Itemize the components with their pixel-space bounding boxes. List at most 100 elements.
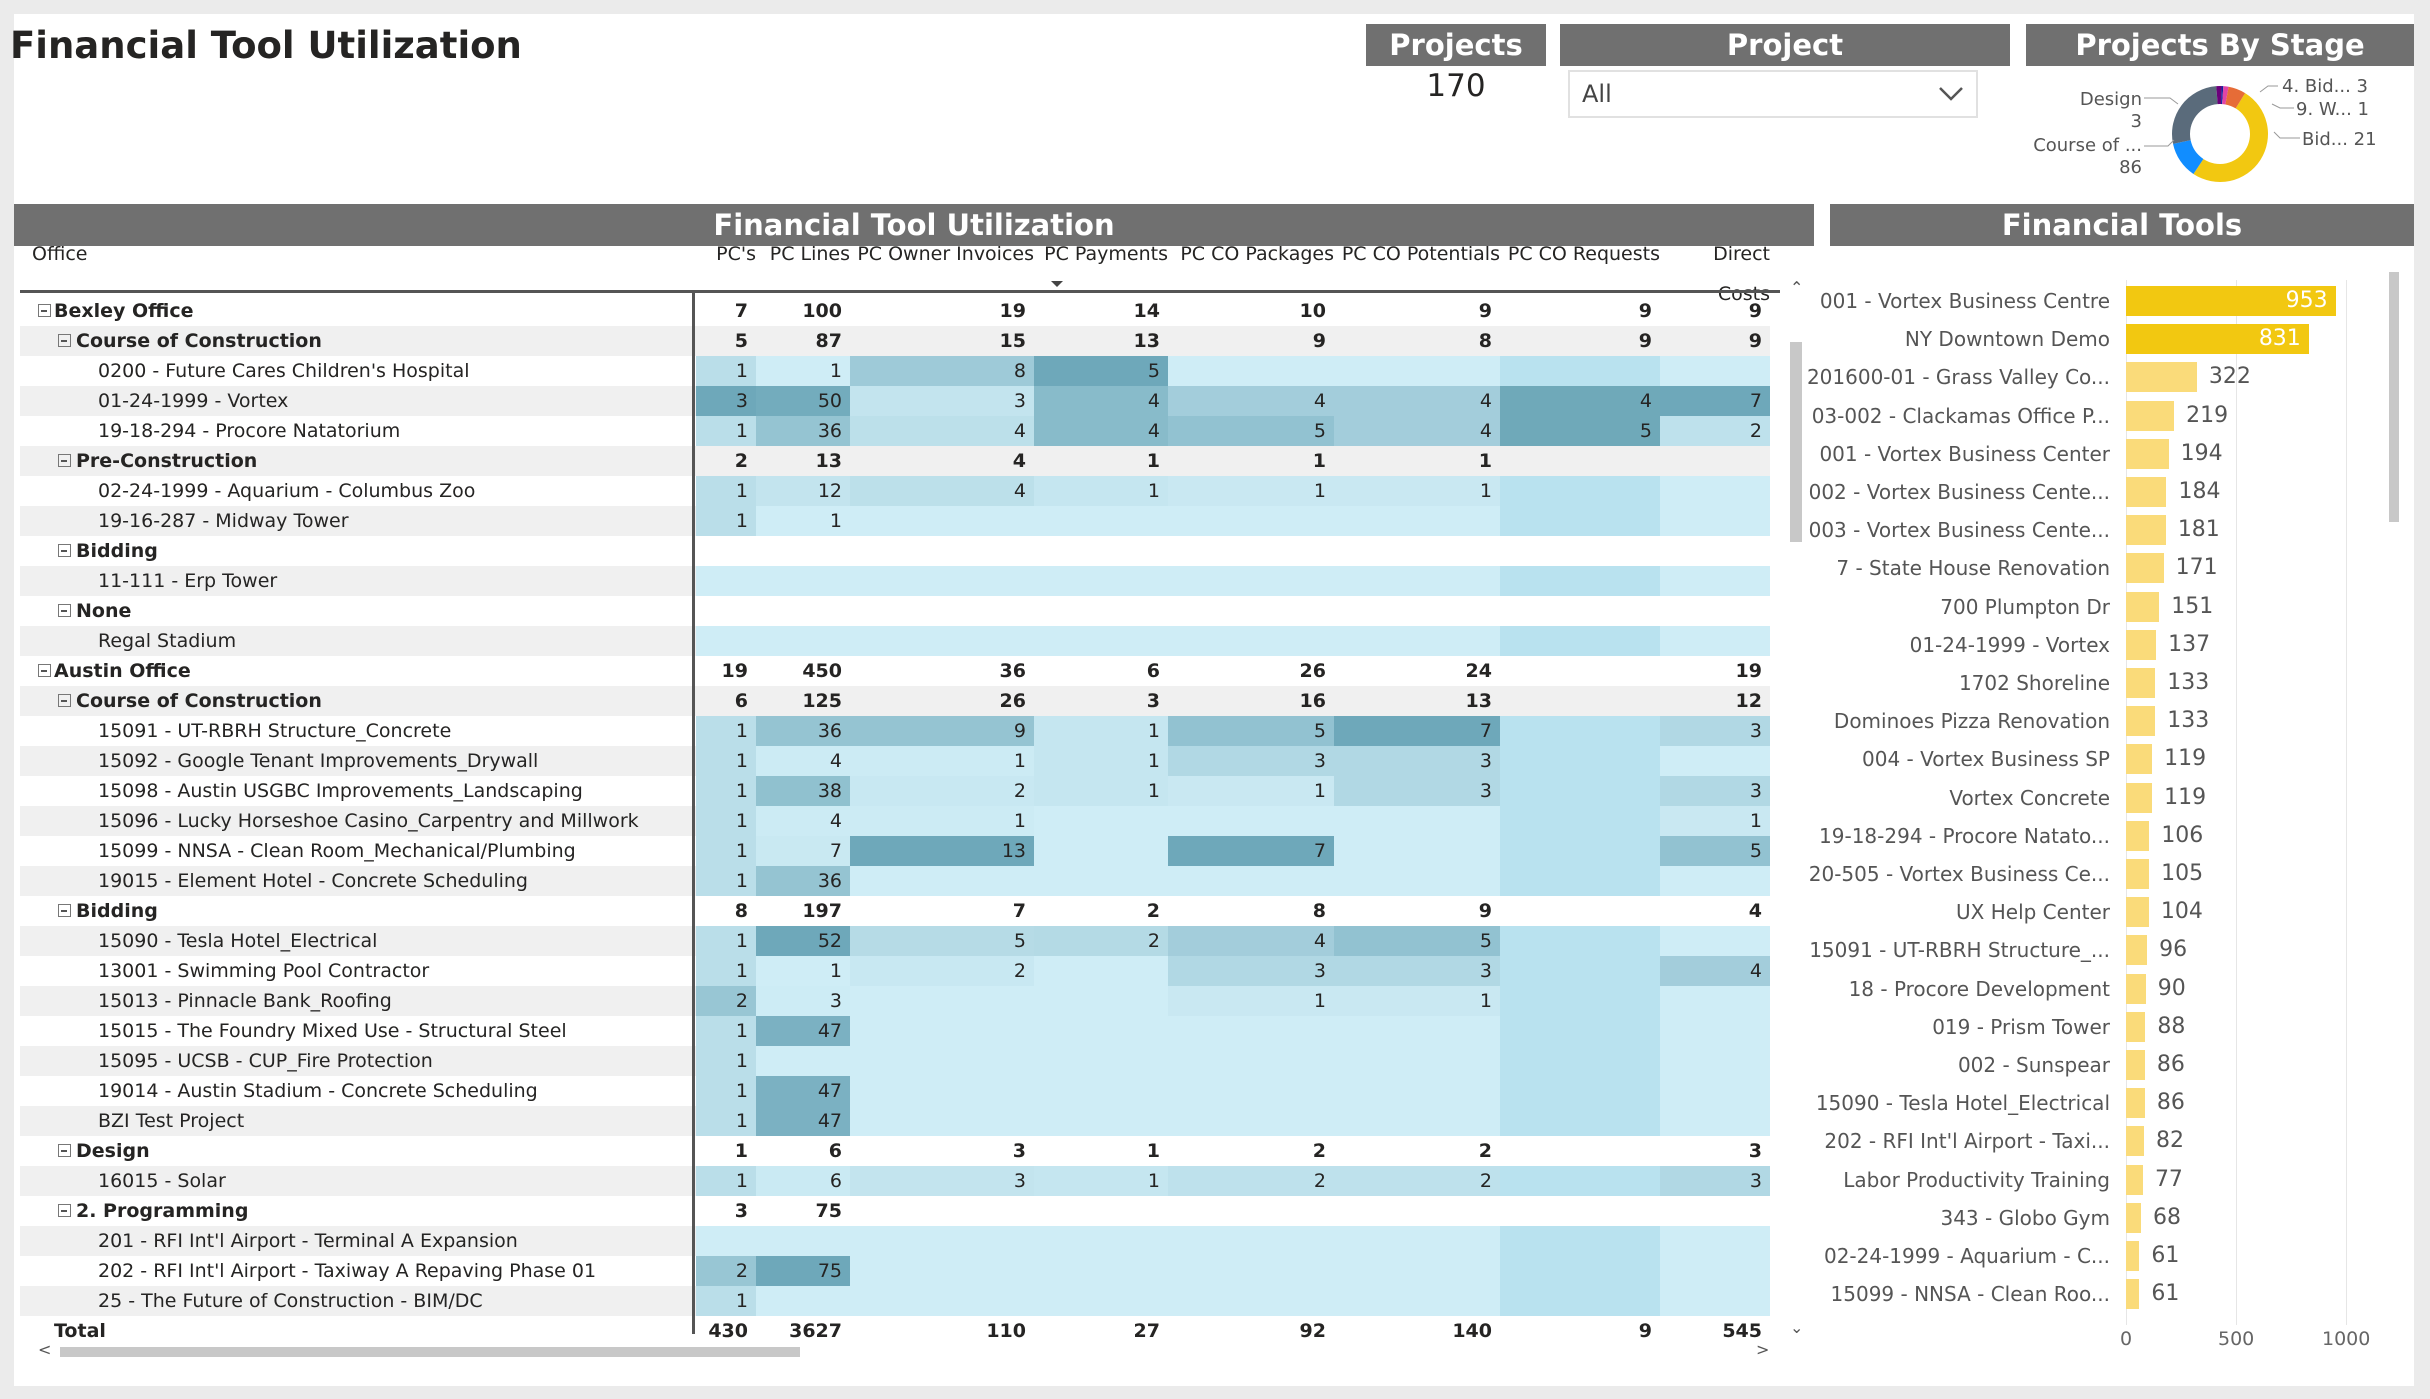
financial-tools-bar-chart[interactable]: 0 500 1000 001 - Vortex Business Centre 953 N… [1807,280,2390,1350]
projects-by-stage-donut[interactable] [2168,82,2272,186]
bar[interactable] [2126,477,2167,507]
table-row[interactable]: Course of Construction 5 87 15 13 9 8 9 9 [20,326,1770,356]
bar[interactable] [2126,1279,2140,1310]
col-header-pc-payments[interactable]: PC Payments [1044,243,1168,265]
collapse-icon[interactable] [58,334,71,347]
table-row[interactable]: 15092 - Google Tenant Improvements_Drywa… [20,746,1770,776]
table-row[interactable]: 15099 - NNSA - Clean Room_Mechanical/Plu… [20,836,1770,866]
table-row[interactable]: 15098 - Austin USGBC Improvements_Landsc… [20,776,1770,806]
bar[interactable] [2126,782,2153,813]
col-header-pcs[interactable]: PC's [716,243,756,265]
table-row[interactable]: Bexley Office 7 100 19 14 10 9 9 9 [20,296,1770,326]
col-header-pc-co-packages[interactable]: PC CO Packages [1180,243,1334,265]
bar[interactable] [2126,744,2153,775]
collapse-icon[interactable] [58,544,71,557]
scroll-right-icon[interactable]: > [1756,1340,1770,1359]
table-row[interactable]: Austin Office 19 450 36 6 26 24 19 [20,656,1770,686]
bar[interactable] [2126,1050,2145,1080]
col-header-pc-co-potentials[interactable]: PC CO Potentials [1341,243,1500,265]
sort-descending-icon[interactable] [1050,280,1064,288]
bar[interactable] [2126,1202,2141,1233]
bar[interactable] [2126,859,2150,889]
bar[interactable] [2126,1011,2146,1042]
table-row[interactable]: 15096 - Lucky Horseshoe Casino_Carpentry… [20,806,1770,836]
chevron-down-icon[interactable] [1938,86,1964,102]
bar[interactable] [2126,438,2169,469]
table-row[interactable]: 15090 - Tesla Hotel_Electrical 1 52 5 2 4 5 [20,926,1770,956]
table-row[interactable]: 201 - RFI Int'l Airport - Terminal A Exp… [20,1226,1770,1256]
bar[interactable] [2126,1126,2145,1157]
table-row[interactable]: 16015 - Solar 1 6 3 1 2 2 3 [20,1166,1770,1196]
table-row[interactable]: 202 - RFI Int'l Airport - Taxiway A Repa… [20,1256,1770,1286]
matrix-vertical-scrollbar[interactable]: ⌃ ⌄ [1788,278,1804,1337]
table-row[interactable]: 19014 - Austin Stadium - Concrete Schedu… [20,1076,1770,1106]
col-header-direct-costs[interactable]: Direct Costs [1713,243,1770,305]
table-row[interactable]: Bidding [20,536,1770,566]
matrix-horizontal-scrollbar[interactable]: < > [20,1340,1770,1360]
table-row[interactable]: 15013 - Pinnacle Bank_Roofing 2 3 1 1 [20,986,1770,1016]
bar[interactable] [2126,286,2336,316]
table-row[interactable]: 13001 - Swimming Pool Contractor 1 1 2 3 3 4 [20,956,1770,986]
bar[interactable] [2126,591,2160,622]
bar[interactable] [2126,1241,2140,1271]
bar[interactable] [2126,629,2157,660]
financial-tool-matrix[interactable]: Office PC's PC Lines PC Owner Invoices P… [10,234,1803,1369]
total-row[interactable]: Total 430 3627 110 27 92 140 9 545 [20,1316,1770,1346]
bar[interactable] [2126,706,2156,737]
scrollbar-thumb[interactable] [60,1347,800,1357]
bar[interactable] [2126,897,2149,928]
scrollbar-thumb[interactable] [2389,272,2399,522]
donut-slice[interactable] [2173,140,2204,174]
col-header-pc-co-requests[interactable]: PC CO Requests [1507,243,1660,265]
col-header-pc-lines[interactable]: PC Lines [769,243,850,265]
bar[interactable] [2126,1088,2145,1119]
bar[interactable] [2126,820,2150,851]
bar[interactable] [2126,515,2166,546]
donut-slice[interactable] [2225,86,2246,109]
bar[interactable] [2126,324,2309,355]
table-row[interactable]: 0200 - Future Cares Children's Hospital 1… [20,356,1770,386]
table-row[interactable]: Course of Construction 6 125 26 3 16 13 12 [20,686,1770,716]
table-row[interactable]: Design 1 6 3 1 2 2 3 [20,1136,1770,1166]
bar[interactable] [2126,973,2146,1004]
bar[interactable] [2126,362,2197,393]
donut-slice[interactable] [2222,86,2229,105]
scroll-down-icon[interactable]: ⌄ [1790,1318,1804,1337]
scroll-up-icon[interactable]: ⌃ [1790,278,1804,297]
table-row[interactable]: 01-24-1999 - Vortex 3 50 3 4 4 4 4 7 [20,386,1770,416]
donut-slice[interactable] [2172,86,2218,144]
table-row[interactable]: BZI Test Project 1 47 [20,1106,1770,1136]
table-row[interactable]: 25 - The Future of Construction - BIM/DC… [20,1286,1770,1316]
collapse-icon[interactable] [58,1204,71,1217]
col-header-pc-owner-invoices[interactable]: PC Owner Invoices [857,243,1034,265]
table-row[interactable]: 19-16-287 - Midway Tower 1 1 [20,506,1770,536]
donut-slice[interactable] [2216,86,2222,105]
table-row[interactable]: 15095 - UCSB - CUP_Fire Protection 1 [20,1046,1770,1076]
table-row[interactable]: None [20,596,1770,626]
bar[interactable] [2126,935,2148,966]
bar[interactable] [2126,668,2156,698]
bar[interactable] [2126,553,2164,584]
donut-slice[interactable] [2193,93,2268,182]
bar[interactable] [2126,1164,2143,1195]
table-row[interactable]: 15091 - UT-RBRH Structure_Concrete 1 36 9 1 5… [20,716,1770,746]
collapse-icon[interactable] [38,304,51,317]
scrollbar-thumb[interactable] [1790,342,1802,542]
collapse-icon[interactable] [58,604,71,617]
table-row[interactable]: Pre-Construction 2 13 4 1 1 1 [20,446,1770,476]
table-row[interactable]: 02-24-1999 - Aquarium - Columbus Zoo 1 12 4… [20,476,1770,506]
collapse-icon[interactable] [58,454,71,467]
table-row[interactable]: Bidding 8 197 7 2 8 9 4 [20,896,1770,926]
scroll-left-icon[interactable]: < [38,1340,52,1359]
collapse-icon[interactable] [58,694,71,707]
bar-chart-scrollbar[interactable] [2387,270,2401,1310]
table-row[interactable]: 11-111 - Erp Tower [20,566,1770,596]
donut-slice[interactable] [2220,86,2224,105]
bar[interactable] [2126,400,2175,431]
table-row[interactable]: 19015 - Element Hotel - Concrete Schedul… [20,866,1770,896]
table-row[interactable]: 19-18-294 - Procore Natatorium 1 36 4 4 5 4 5 2 [20,416,1770,446]
project-slicer-dropdown[interactable]: All [1568,70,1978,118]
collapse-icon[interactable] [58,1144,71,1157]
col-header-office[interactable]: Office [32,243,88,265]
table-row[interactable]: Regal Stadium [20,626,1770,656]
